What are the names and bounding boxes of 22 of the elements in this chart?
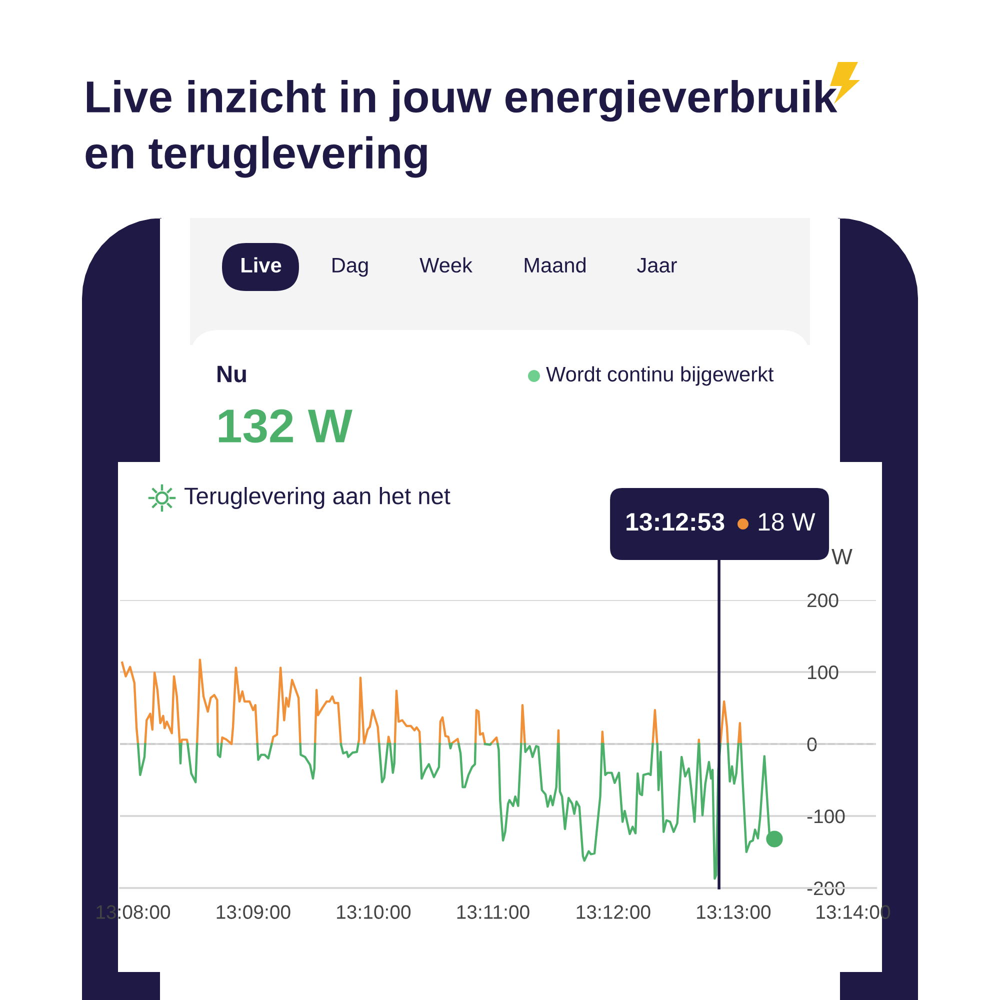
y-tick-label: 100 bbox=[808, 665, 838, 680]
x-tick-label: 13:09:00 bbox=[216, 905, 290, 919]
text: Wordt continu bijgewerkt bbox=[546, 366, 774, 386]
y-axis-title: W bbox=[832, 548, 852, 564]
x-tick-label: 13:12:00 bbox=[576, 905, 650, 919]
text: Live bbox=[242, 257, 282, 273]
x-tick-label: 13:13:00 bbox=[697, 905, 771, 919]
text: Week bbox=[420, 257, 472, 273]
y-tick-label: 200 bbox=[808, 593, 838, 608]
text: 132 W bbox=[218, 409, 352, 443]
text: Dag bbox=[332, 258, 368, 277]
y-tick-label: 0 bbox=[807, 737, 817, 752]
x-tick-label: 13:11:00 bbox=[457, 905, 530, 919]
text: Jaar bbox=[637, 258, 677, 273]
x-tick-label: 13:10:00 bbox=[337, 905, 411, 919]
ref-line-label: 13:12:53 bbox=[626, 513, 724, 531]
text: 18 W bbox=[758, 513, 816, 531]
chart-title: Live inzicht in jouw energieverbruik en teruglevering bbox=[86, 80, 838, 178]
text: Nu bbox=[218, 366, 246, 382]
text: Maand bbox=[524, 257, 586, 273]
y-tick-label: -100 bbox=[807, 809, 845, 824]
text: Teruglevering aan het net bbox=[184, 486, 450, 510]
